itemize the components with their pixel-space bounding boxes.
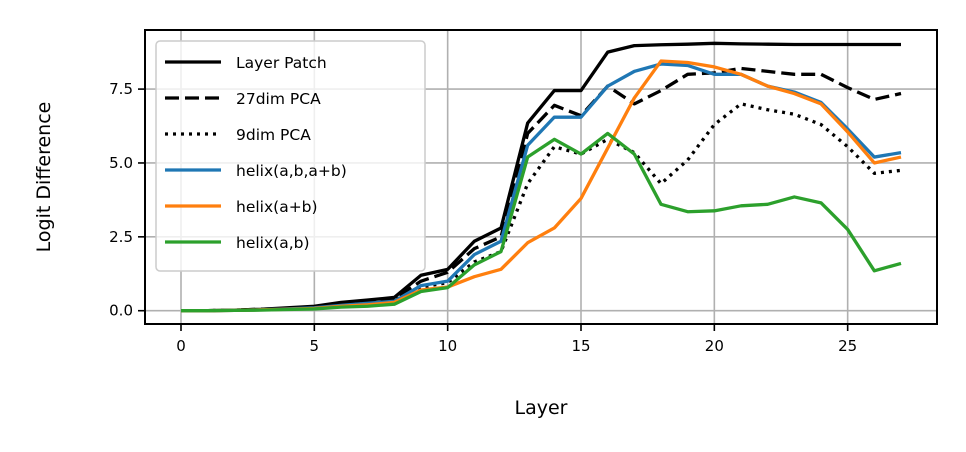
legend-box bbox=[155, 40, 426, 272]
x-tick-label: 25 bbox=[838, 337, 857, 355]
legend-label: helix(a+b) bbox=[236, 198, 318, 216]
axis-ticks: 0 5 10 15 20 25 0.0 2.5 5.0 7.5 bbox=[109, 80, 857, 355]
y-tick-label: 7.5 bbox=[109, 80, 133, 98]
y-tick-label: 2.5 bbox=[109, 228, 133, 246]
x-tick-label: 20 bbox=[705, 337, 724, 355]
x-tick-label: 0 bbox=[176, 337, 186, 355]
legend: Layer Patch 27dim PCA 9dim PCA helix(a,b,a+… bbox=[155, 40, 426, 272]
plot-frame bbox=[144, 29, 938, 325]
x-tick-label: 10 bbox=[438, 337, 457, 355]
x-tick-label: 5 bbox=[310, 337, 320, 355]
legend-label: Layer Patch bbox=[236, 54, 327, 72]
legend-label: 27dim PCA bbox=[236, 90, 321, 108]
series-line-helix-a-b- bbox=[181, 131, 902, 313]
y-tick-label: 5.0 bbox=[109, 154, 133, 172]
legend-label: 9dim PCA bbox=[236, 126, 311, 144]
y-tick-label: 0.0 bbox=[109, 302, 133, 320]
y-axis-label: Logit Difference bbox=[33, 102, 55, 253]
series-lines bbox=[181, 41, 902, 313]
x-axis-label: Layer bbox=[515, 397, 568, 419]
legend-label: helix(a,b) bbox=[236, 234, 310, 252]
x-tick-label: 15 bbox=[571, 337, 590, 355]
legend-label: helix(a,b,a+b) bbox=[236, 162, 347, 180]
